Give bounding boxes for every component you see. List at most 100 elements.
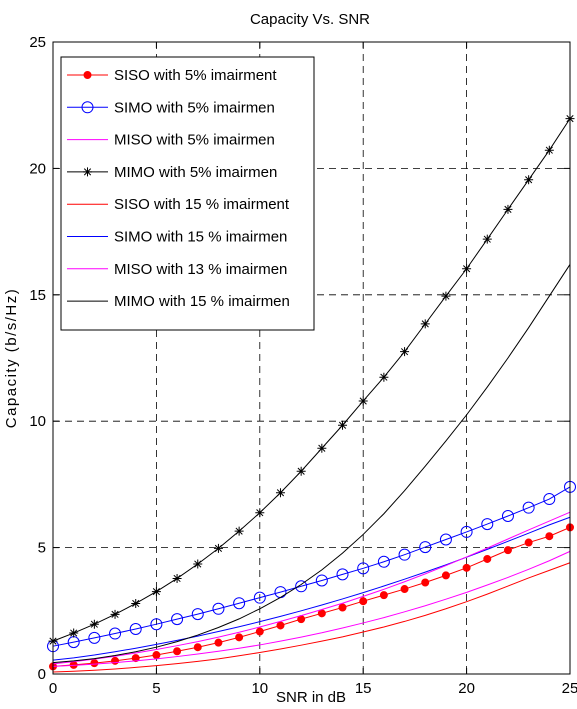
data-point	[357, 562, 370, 575]
data-point	[421, 578, 430, 587]
data-point	[275, 488, 285, 498]
chart-title: Capacity Vs. SNR	[250, 11, 370, 28]
x-axis-label: SNR in dB	[276, 689, 346, 706]
data-point	[151, 587, 161, 597]
legend-entry: SIMO with 15 % imairmen	[67, 229, 287, 246]
x-tick-label: 15	[355, 680, 372, 697]
data-point	[152, 651, 161, 660]
data-point	[336, 568, 349, 581]
data-point	[214, 638, 223, 647]
data-series	[47, 114, 576, 673]
data-point	[131, 598, 141, 608]
legend-marker	[81, 101, 94, 114]
legend-entry: MISO with 5% imairmen	[67, 132, 275, 149]
data-point	[213, 543, 223, 553]
legend-label: SISO with 15 % imairment	[114, 196, 290, 213]
data-point	[441, 571, 450, 580]
data-point	[398, 548, 411, 561]
data-point	[544, 145, 554, 155]
data-point	[89, 619, 99, 629]
series-8	[52, 264, 571, 664]
data-point	[129, 623, 142, 636]
legend-label: MIMO with 5% imairmen	[114, 164, 277, 181]
legend-entry: MIMO with 15 % imairmen	[67, 293, 290, 310]
series-4	[48, 114, 575, 646]
data-point	[296, 466, 306, 476]
data-point	[501, 510, 514, 522]
data-point	[441, 291, 451, 301]
legend: SISO with 5% imairment SIMO with 5% imair…	[60, 56, 315, 331]
data-point	[481, 518, 494, 531]
data-point	[462, 264, 472, 274]
data-point	[543, 493, 556, 506]
data-point	[255, 627, 264, 636]
series-line	[52, 264, 571, 664]
data-point	[131, 654, 140, 663]
series-7	[52, 511, 571, 665]
x-tick-label: 0	[49, 680, 57, 697]
axis-ticks: 0 5 10 15 20 25 0 5 10 15 20 25	[29, 34, 577, 697]
legend-label: MISO with 13 % imairmen	[114, 261, 287, 278]
data-point	[110, 609, 120, 619]
legend-entry: SIMO with 5% imairmen	[67, 99, 275, 116]
x-tick-label: 5	[152, 680, 160, 697]
data-point	[483, 554, 492, 563]
legend-label: SIMO with 5% imairmen	[114, 99, 275, 116]
series-line	[52, 486, 571, 647]
y-tick-label: 20	[29, 160, 46, 177]
data-point	[109, 627, 122, 640]
legend-box	[60, 56, 315, 331]
legend-label: MIMO with 15 % imairmen	[114, 293, 290, 310]
series-line	[52, 516, 571, 661]
data-point	[462, 563, 471, 572]
data-point	[90, 659, 99, 668]
data-point	[191, 608, 204, 621]
data-point	[338, 603, 347, 612]
y-tick-label: 25	[29, 34, 46, 51]
data-point	[233, 597, 246, 610]
series-6	[52, 516, 571, 661]
data-point	[522, 501, 535, 514]
data-point	[439, 533, 452, 546]
data-point	[171, 613, 184, 626]
data-point	[419, 541, 432, 554]
data-point	[420, 319, 430, 329]
data-point	[212, 602, 225, 615]
data-point	[400, 585, 409, 594]
legend-entry: SISO with 5% imairment	[67, 67, 277, 84]
legend-entry: MISO with 13 % imairmen	[67, 261, 287, 278]
data-point	[173, 647, 182, 656]
data-point	[377, 555, 390, 568]
data-point	[545, 532, 554, 541]
series-line	[52, 511, 571, 665]
data-point	[255, 508, 265, 518]
data-point	[172, 573, 182, 583]
data-point	[503, 204, 513, 214]
data-point	[193, 643, 202, 652]
y-tick-label: 15	[29, 287, 46, 304]
legend-label: MISO with 5% imairmen	[114, 132, 275, 149]
data-point	[69, 628, 79, 638]
data-point	[276, 621, 285, 630]
data-point	[317, 609, 326, 618]
data-point	[338, 420, 348, 430]
data-point	[235, 633, 244, 642]
data-point	[234, 526, 244, 536]
data-point	[150, 618, 163, 631]
x-tick-label: 25	[562, 680, 577, 697]
data-point	[379, 591, 388, 600]
y-tick-label: 5	[38, 540, 46, 557]
y-tick-label: 10	[29, 413, 46, 430]
legend-label: SIMO with 15 % imairmen	[114, 229, 287, 246]
data-point	[460, 525, 473, 538]
data-point	[379, 372, 389, 382]
data-point	[315, 574, 328, 587]
series-line	[52, 550, 571, 667]
data-point	[524, 175, 534, 185]
series-3	[52, 550, 571, 667]
x-tick-label: 10	[251, 680, 268, 697]
data-point	[503, 546, 512, 555]
series-line	[52, 118, 571, 642]
data-point	[524, 538, 533, 547]
